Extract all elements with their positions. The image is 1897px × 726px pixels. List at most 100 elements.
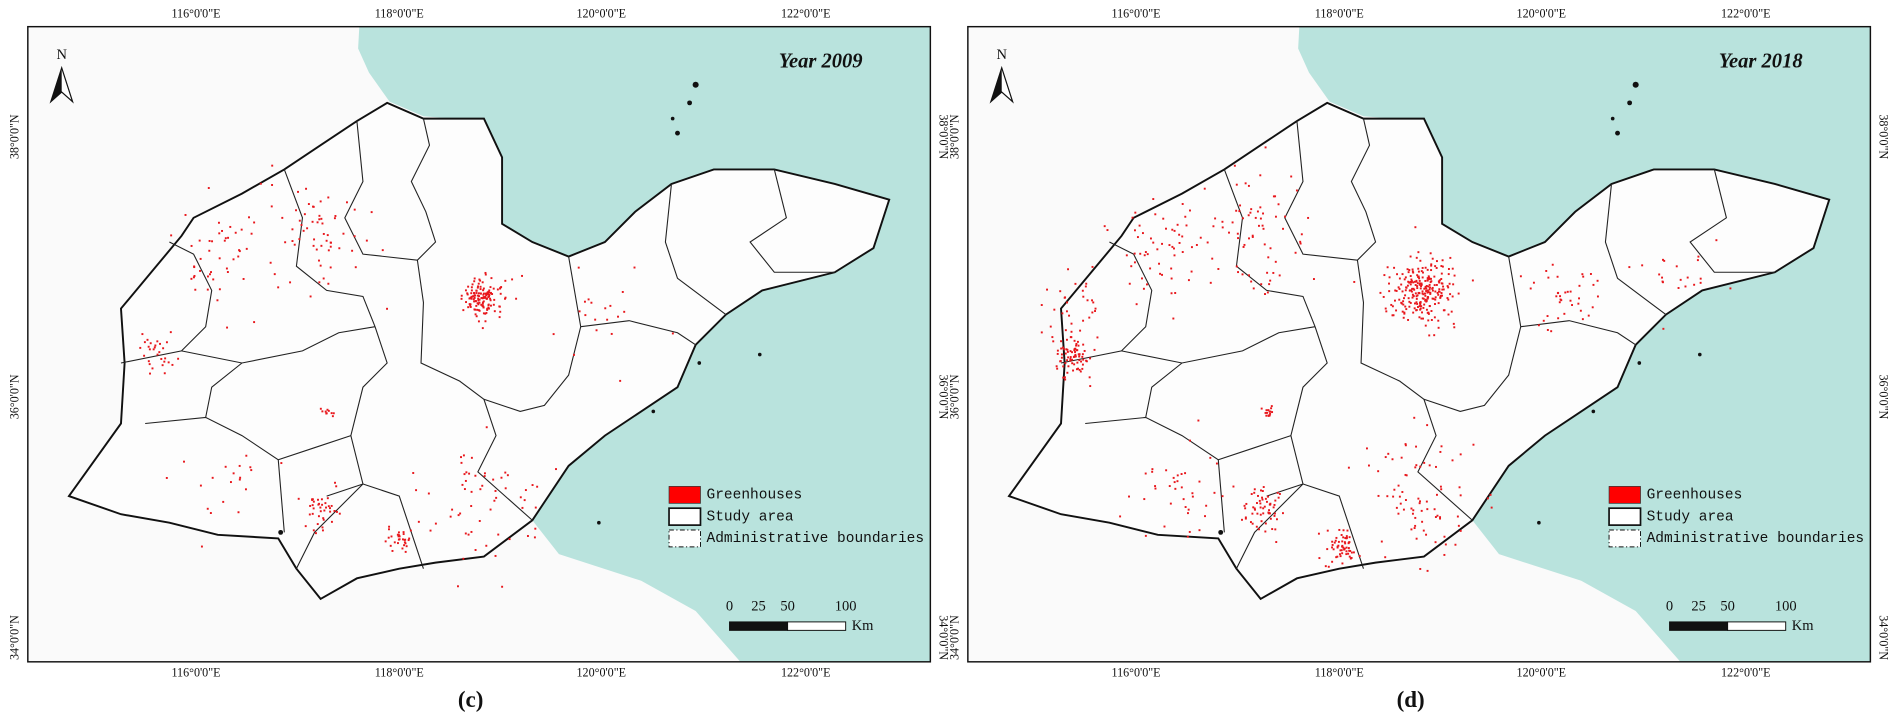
- greenhouse-patch: [470, 292, 473, 295]
- greenhouse-patch: [1339, 549, 1342, 552]
- greenhouse-patch: [475, 315, 478, 318]
- greenhouse-patch: [1154, 485, 1157, 488]
- greenhouse-patch: [193, 274, 196, 277]
- greenhouse-patch: [468, 297, 471, 300]
- greenhouse-patch: [1266, 411, 1269, 414]
- greenhouse-patch: [469, 296, 472, 299]
- greenhouse-patch: [1401, 491, 1404, 493]
- greenhouse-patch: [199, 257, 202, 260]
- greenhouse-patch: [1661, 280, 1664, 283]
- greenhouse-patch: [1409, 289, 1411, 292]
- greenhouse-patch: [1453, 326, 1456, 329]
- greenhouse-patch: [208, 239, 211, 242]
- greenhouse-patch: [1431, 289, 1434, 292]
- north-arrow-fill: [990, 67, 1002, 102]
- greenhouse-patch: [1349, 550, 1352, 552]
- greenhouse-patch: [1341, 545, 1344, 548]
- greenhouse-patch: [1134, 229, 1136, 232]
- greenhouse-patch: [1259, 513, 1262, 516]
- greenhouse-patch: [1040, 304, 1043, 306]
- greenhouse-patch: [1066, 359, 1069, 362]
- greenhouse-patch: [1421, 297, 1424, 300]
- greenhouse-patch: [524, 489, 527, 492]
- greenhouse-patch: [1242, 217, 1244, 220]
- greenhouse-patch: [193, 266, 196, 269]
- greenhouse-patch: [1294, 251, 1297, 254]
- greenhouse-patch: [229, 225, 232, 228]
- greenhouse-patch: [1414, 284, 1417, 286]
- greenhouse-patch: [1075, 342, 1078, 345]
- greenhouse-patch: [297, 190, 299, 193]
- greenhouse-patch: [1263, 505, 1266, 508]
- greenhouse-patch: [1066, 301, 1069, 304]
- greenhouse-patch: [1198, 529, 1201, 532]
- greenhouse-patch: [216, 299, 219, 302]
- greenhouse-patch: [1387, 452, 1390, 455]
- greenhouse-patch: [469, 304, 472, 307]
- greenhouse-patch: [498, 305, 501, 308]
- greenhouse-patch: [478, 295, 481, 298]
- greenhouse-patch: [1067, 365, 1070, 368]
- greenhouse-patch: [1422, 297, 1425, 300]
- greenhouse-patch: [1416, 287, 1419, 290]
- greenhouse-patch: [1341, 540, 1344, 543]
- greenhouse-patch: [1128, 282, 1131, 285]
- greenhouse-patch: [1427, 311, 1430, 314]
- greenhouse-patch: [1347, 547, 1350, 550]
- greenhouse-patch: [156, 340, 159, 343]
- x-tick-label: 120°0'0"E: [577, 6, 627, 20]
- scale-bar: [1727, 621, 1787, 631]
- greenhouse-patch: [1397, 484, 1400, 487]
- greenhouse-patch: [1119, 515, 1122, 518]
- greenhouse-patch: [1336, 545, 1339, 548]
- greenhouse-patch: [318, 259, 320, 262]
- greenhouse-patch: [1395, 289, 1398, 292]
- greenhouse-patch: [479, 488, 482, 491]
- greenhouse-patch: [1451, 295, 1454, 298]
- greenhouse-patch: [577, 266, 580, 269]
- greenhouse-patch: [1168, 485, 1171, 488]
- greenhouse-patch: [156, 353, 159, 356]
- greenhouse-patch: [475, 292, 478, 294]
- greenhouse-patch: [1237, 237, 1239, 240]
- greenhouse-patch: [1697, 255, 1700, 258]
- greenhouse-patch: [489, 508, 492, 511]
- greenhouse-patch: [1413, 527, 1416, 530]
- greenhouse-patch: [463, 473, 466, 476]
- greenhouse-patch: [1269, 410, 1272, 413]
- greenhouse-patch: [1449, 256, 1452, 259]
- greenhouse-patch: [521, 274, 523, 277]
- greenhouse-patch: [146, 338, 149, 341]
- greenhouse-patch: [1064, 362, 1067, 365]
- greenhouse-patch: [325, 412, 328, 415]
- greenhouse-patch: [1282, 227, 1284, 230]
- greenhouse-patch: [1254, 216, 1257, 219]
- greenhouse-patch: [1178, 233, 1181, 236]
- greenhouse-patch: [1437, 326, 1440, 329]
- greenhouse-patch: [1263, 243, 1266, 246]
- greenhouse-patch: [1397, 512, 1400, 515]
- greenhouse-patch: [1410, 280, 1413, 282]
- greenhouse-patch: [1422, 529, 1425, 532]
- greenhouse-patch: [325, 239, 328, 242]
- greenhouse-patch: [1205, 504, 1208, 507]
- greenhouse-patch: [1248, 274, 1250, 277]
- greenhouse-patch: [449, 515, 452, 518]
- greenhouse-patch: [480, 303, 483, 306]
- greenhouse-patch: [1729, 287, 1732, 290]
- greenhouse-patch: [1161, 242, 1164, 245]
- greenhouse-patch: [621, 291, 624, 293]
- greenhouse-patch: [1426, 268, 1429, 271]
- scale-label: 0: [726, 599, 733, 615]
- greenhouse-patch: [1428, 464, 1431, 467]
- greenhouse-patch: [473, 277, 476, 280]
- greenhouse-patch: [1628, 266, 1631, 269]
- greenhouse-patch: [1253, 488, 1256, 491]
- greenhouse-patch: [1410, 528, 1413, 531]
- greenhouse-patch: [1062, 346, 1064, 349]
- greenhouse-patch: [1093, 348, 1096, 351]
- greenhouse-patch: [1438, 288, 1441, 291]
- greenhouse-patch: [317, 515, 320, 518]
- greenhouse-patch: [482, 312, 485, 315]
- greenhouse-patch: [1162, 217, 1165, 220]
